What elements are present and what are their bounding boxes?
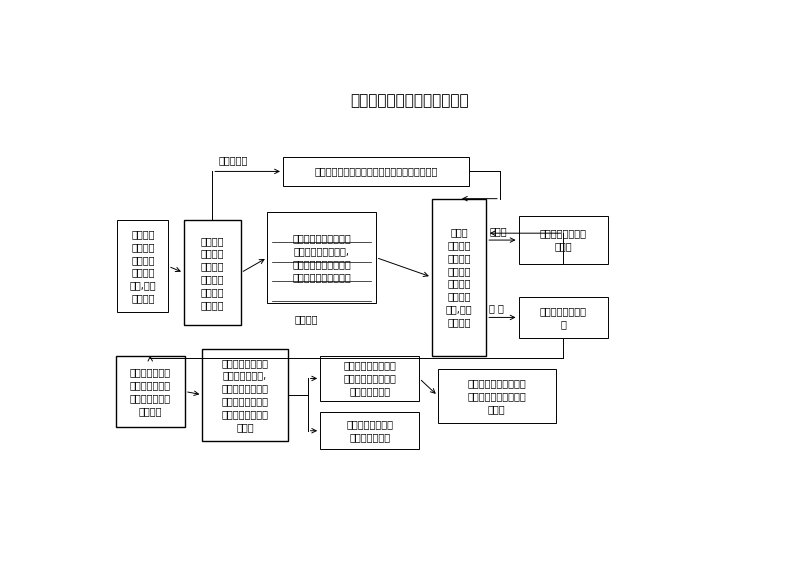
Text: 审计报告留底、登
记、存档和归档: 审计报告留底、登 记、存档和归档 (346, 419, 394, 442)
Bar (518, 297, 608, 338)
Bar (320, 355, 419, 401)
Bar (184, 221, 241, 325)
Bar (202, 349, 288, 440)
Text: 工程管理部门签字领
取审计报告、审计报
告单和送审资料: 工程管理部门签字领 取审计报告、审计报 告单和送审资料 (343, 361, 396, 396)
Bar (118, 220, 168, 312)
Bar (283, 157, 469, 186)
Text: 初审不通过: 初审不通过 (218, 155, 248, 165)
Text: 符 合: 符 合 (490, 303, 504, 313)
Text: 社会中介机构出具
审计征求意见稿,
征求各方意见、在
各方同意后再出具
审计报告和开审计
报告单: 社会中介机构出具 审计征求意见稿, 征求各方意见、在 各方同意后再出具 审计报告… (222, 358, 269, 432)
Bar (267, 212, 376, 303)
Bar (320, 412, 419, 449)
Bar (115, 355, 185, 427)
Text: 建设工程竣工结算审计流程图: 建设工程竣工结算审计流程图 (350, 93, 470, 108)
Bar (438, 368, 556, 423)
Text: 由审计人员登记接
收: 由审计人员登记接 收 (540, 306, 587, 329)
Text: 由工程管理部门补
充完善: 由工程管理部门补 充完善 (540, 229, 587, 251)
Text: 社会中介机构在
规定时间内实施
审计、工程管理
部门配合: 社会中介机构在 规定时间内实施 审计、工程管理 部门配合 (130, 367, 170, 415)
Text: 工程管理部门凭审计报
告和审计报告单办理财
务结算: 工程管理部门凭审计报 告和审计报告单办理财 务结算 (467, 378, 526, 414)
Text: 工程管理
部门对施
工单位编
制的工程
结算资料
进行初审: 工程管理 部门对施 工单位编 制的工程 结算资料 进行初审 (201, 236, 224, 310)
Text: 财务科
（社会中
介机构）
审计人员
检查送交
资料是否
齐全,是否
符合要求: 财务科 （社会中 介机构） 审计人员 检查送交 资料是否 齐全,是否 符合要求 (446, 228, 472, 327)
Text: 不符合: 不符合 (490, 226, 507, 235)
Text: 工程管理
部门组织
相关部门
进行工程
验收,备齐
送审资料: 工程管理 部门组织 相关部门 进行工程 验收,备齐 送审资料 (130, 229, 156, 303)
Text: 退回施工单位修改重做或工程管理部门修改纠正: 退回施工单位修改重做或工程管理部门修改纠正 (314, 166, 438, 177)
Text: 工程管理部门初审后将
全部资料送交财务科,
同时以书面形式提交初
审过程中发现的问题。: 工程管理部门初审后将 全部资料送交财务科, 同时以书面形式提交初 审过程中发现的… (292, 233, 351, 282)
Bar (518, 216, 608, 264)
Text: 初审通过: 初审通过 (294, 314, 318, 324)
Bar (432, 199, 486, 355)
